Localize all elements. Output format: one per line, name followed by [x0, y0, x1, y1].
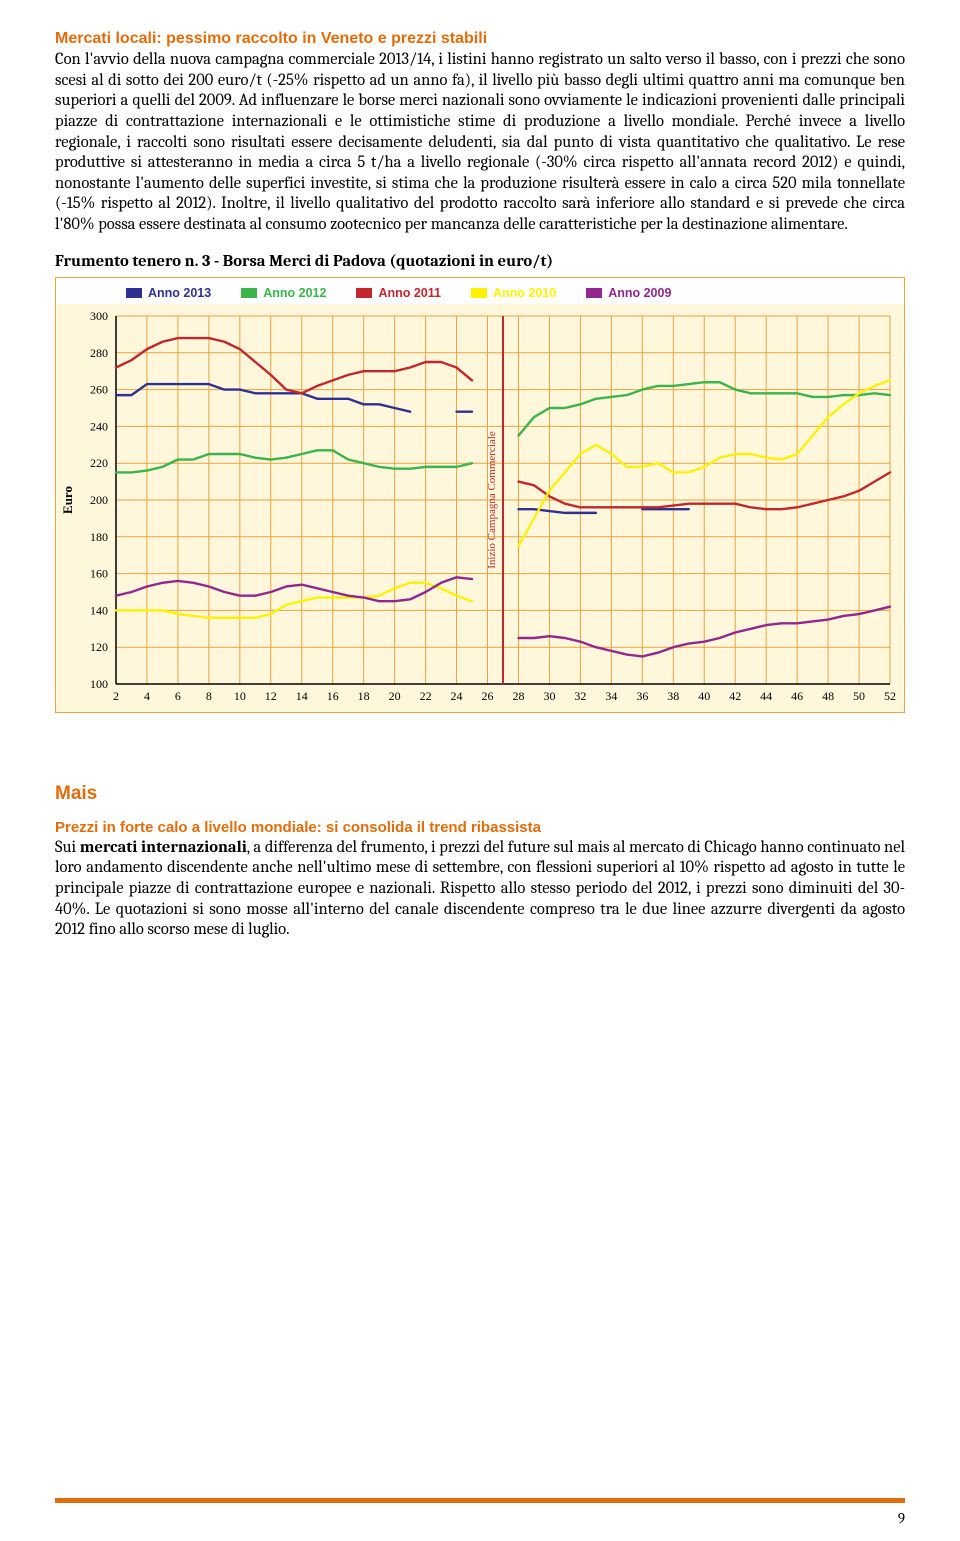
page-number: 9: [898, 1509, 905, 1527]
lead-text: Sui: [55, 838, 80, 857]
svg-text:140: 140: [90, 603, 108, 617]
section1-heading: Mercati locali: pessimo raccolto in Vene…: [55, 30, 905, 48]
svg-text:38: 38: [667, 689, 679, 703]
svg-text:4: 4: [144, 689, 150, 703]
svg-text:20: 20: [389, 689, 401, 703]
svg-text:50: 50: [853, 689, 865, 703]
svg-text:Inizio Campagna Commerciale: Inizio Campagna Commerciale: [486, 431, 498, 569]
legend-swatch: [126, 288, 142, 298]
chart-svg: 1001201401601802002202402602803002468101…: [56, 304, 904, 712]
legend-swatch: [471, 288, 487, 298]
svg-text:24: 24: [451, 689, 463, 703]
legend-label: Anno 2009: [608, 286, 671, 300]
lead-bold: mercati internazionali: [80, 838, 247, 857]
svg-text:Euro: Euro: [60, 486, 75, 514]
legend-label: Anno 2013: [148, 286, 211, 300]
svg-text:100: 100: [90, 677, 108, 691]
svg-text:46: 46: [791, 689, 803, 703]
legend-swatch: [356, 288, 372, 298]
svg-text:44: 44: [760, 689, 772, 703]
svg-text:26: 26: [482, 689, 494, 703]
svg-text:8: 8: [206, 689, 212, 703]
svg-text:2: 2: [113, 689, 119, 703]
legend-label: Anno 2011: [378, 286, 441, 300]
svg-text:18: 18: [358, 689, 370, 703]
svg-text:10: 10: [234, 689, 246, 703]
svg-text:260: 260: [90, 382, 108, 396]
chart-container: Anno 2013 Anno 2012 Anno 2011 Anno 2010 Anno…: [55, 277, 905, 713]
svg-text:36: 36: [636, 689, 648, 703]
svg-text:48: 48: [822, 689, 834, 703]
legend-item: Anno 2013: [126, 286, 211, 300]
legend-label: Anno 2012: [263, 286, 326, 300]
svg-text:16: 16: [327, 689, 339, 703]
svg-text:180: 180: [90, 529, 108, 543]
svg-text:40: 40: [698, 689, 710, 703]
chart-plot-area: 1001201401601802002202402602803002468101…: [56, 304, 904, 712]
footer-rule: [55, 1498, 905, 1503]
svg-text:32: 32: [574, 689, 586, 703]
legend-item: Anno 2011: [356, 286, 441, 300]
svg-text:42: 42: [729, 689, 741, 703]
svg-text:240: 240: [90, 419, 108, 433]
svg-text:12: 12: [265, 689, 277, 703]
svg-text:52: 52: [884, 689, 896, 703]
legend-item: Anno 2010: [471, 286, 556, 300]
legend-item: Anno 2009: [586, 286, 671, 300]
svg-text:160: 160: [90, 566, 108, 580]
svg-text:28: 28: [512, 689, 524, 703]
svg-text:34: 34: [605, 689, 617, 703]
legend-swatch: [586, 288, 602, 298]
svg-text:200: 200: [90, 493, 108, 507]
section1-body: Con l'avvio della nuova campagna commerc…: [55, 50, 905, 236]
section2-heading: Mais: [55, 783, 905, 805]
chart-title: Frumento tenero n. 3 - Borsa Merci di Pa…: [55, 252, 905, 271]
svg-text:120: 120: [90, 640, 108, 654]
svg-text:280: 280: [90, 345, 108, 359]
svg-text:22: 22: [420, 689, 432, 703]
svg-text:14: 14: [296, 689, 308, 703]
svg-text:220: 220: [90, 456, 108, 470]
legend-label: Anno 2010: [493, 286, 556, 300]
legend-item: Anno 2012: [241, 286, 326, 300]
chart-legend: Anno 2013 Anno 2012 Anno 2011 Anno 2010 Anno…: [56, 278, 904, 304]
svg-text:6: 6: [175, 689, 181, 703]
svg-text:300: 300: [90, 309, 108, 323]
section2-body: Sui mercati internazionali, a differenza…: [55, 838, 905, 941]
svg-text:30: 30: [543, 689, 555, 703]
legend-swatch: [241, 288, 257, 298]
section2-subheading: Prezzi in forte calo a livello mondiale:…: [55, 819, 905, 836]
